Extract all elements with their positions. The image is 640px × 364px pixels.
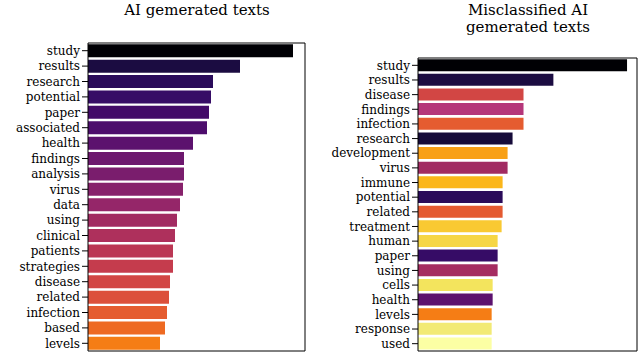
svg-text:infection: infection <box>357 117 411 131</box>
svg-text:virus: virus <box>49 183 80 197</box>
svg-text:analysis: analysis <box>31 167 80 181</box>
svg-text:disease: disease <box>35 275 80 289</box>
svg-text:using: using <box>377 264 410 278</box>
svg-text:findings: findings <box>361 103 410 117</box>
svg-text:associated: associated <box>16 121 80 135</box>
svg-text:health: health <box>42 136 81 150</box>
svg-text:used: used <box>381 337 410 351</box>
svg-text:potential: potential <box>26 90 80 104</box>
svg-text:based: based <box>44 321 80 335</box>
svg-text:results: results <box>368 73 410 87</box>
svg-text:related: related <box>367 205 411 219</box>
svg-text:cells: cells <box>382 278 410 292</box>
html-text:Misclassified AI gemerated tex: Misclassified AI gemerated texts <box>466 1 590 36</box>
svg-text:treatment: treatment <box>349 220 410 234</box>
svg-text:levels: levels <box>375 308 410 322</box>
svg-text:immune: immune <box>361 176 410 190</box>
svg-text:development: development <box>332 146 411 160</box>
svg-text:research: research <box>357 132 411 146</box>
svg-text:paper: paper <box>45 106 81 120</box>
svg-text:related: related <box>37 290 81 304</box>
svg-text:response: response <box>355 322 410 336</box>
svg-text:clinical: clinical <box>36 229 80 243</box>
html-text:AI gemerated texts: AI gemerated texts <box>124 1 270 19</box>
svg-text:strategies: strategies <box>19 260 80 274</box>
svg-text:study: study <box>377 59 410 73</box>
svg-text:using: using <box>47 213 80 227</box>
svg-text:infection: infection <box>27 306 81 320</box>
svg-text:potential: potential <box>356 190 410 204</box>
svg-text:data: data <box>53 198 80 212</box>
svg-text:health: health <box>372 293 411 307</box>
svg-text:study: study <box>47 44 80 58</box>
svg-text:levels: levels <box>45 337 80 351</box>
svg-text:patients: patients <box>31 244 80 258</box>
svg-text:virus: virus <box>379 161 410 175</box>
svg-text:disease: disease <box>365 88 410 102</box>
svg-text:results: results <box>38 59 80 73</box>
svg-text:human: human <box>368 234 410 248</box>
svg-text:research: research <box>27 75 81 89</box>
svg-text:findings: findings <box>31 152 80 166</box>
svg-text:paper: paper <box>375 249 411 263</box>
